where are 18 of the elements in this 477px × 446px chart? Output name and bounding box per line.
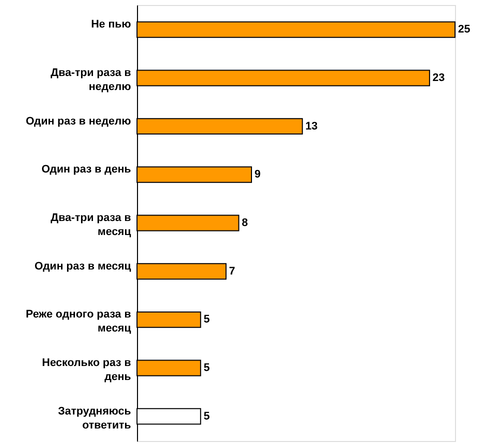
data-label: 25 xyxy=(458,24,470,36)
y-tick-label: Не пью xyxy=(91,18,131,31)
data-label: 5 xyxy=(204,314,210,326)
data-label: 5 xyxy=(204,410,210,422)
y-tick-label: Несколько раз в день xyxy=(42,357,132,384)
y-tick-label: Реже одного раза в месяц xyxy=(26,308,132,335)
y-tick-label: Один раз в день xyxy=(41,164,132,176)
y-tick-label: Затрудняюсь ответить xyxy=(58,405,132,432)
y-tick-label: Один раз в неделю xyxy=(26,115,131,128)
data-label: 13 xyxy=(305,120,318,132)
y-tick-label: Два-три раза в неделю xyxy=(50,66,132,93)
y-tick-label: Два-три раза в месяц xyxy=(50,212,132,238)
data-label: 5 xyxy=(204,362,210,374)
data-label: 7 xyxy=(229,265,236,278)
data-label: 8 xyxy=(242,217,248,229)
data-label: 9 xyxy=(254,168,261,181)
y-tick-label: Один раз в месяц xyxy=(34,260,132,272)
data-label: 23 xyxy=(432,72,445,84)
